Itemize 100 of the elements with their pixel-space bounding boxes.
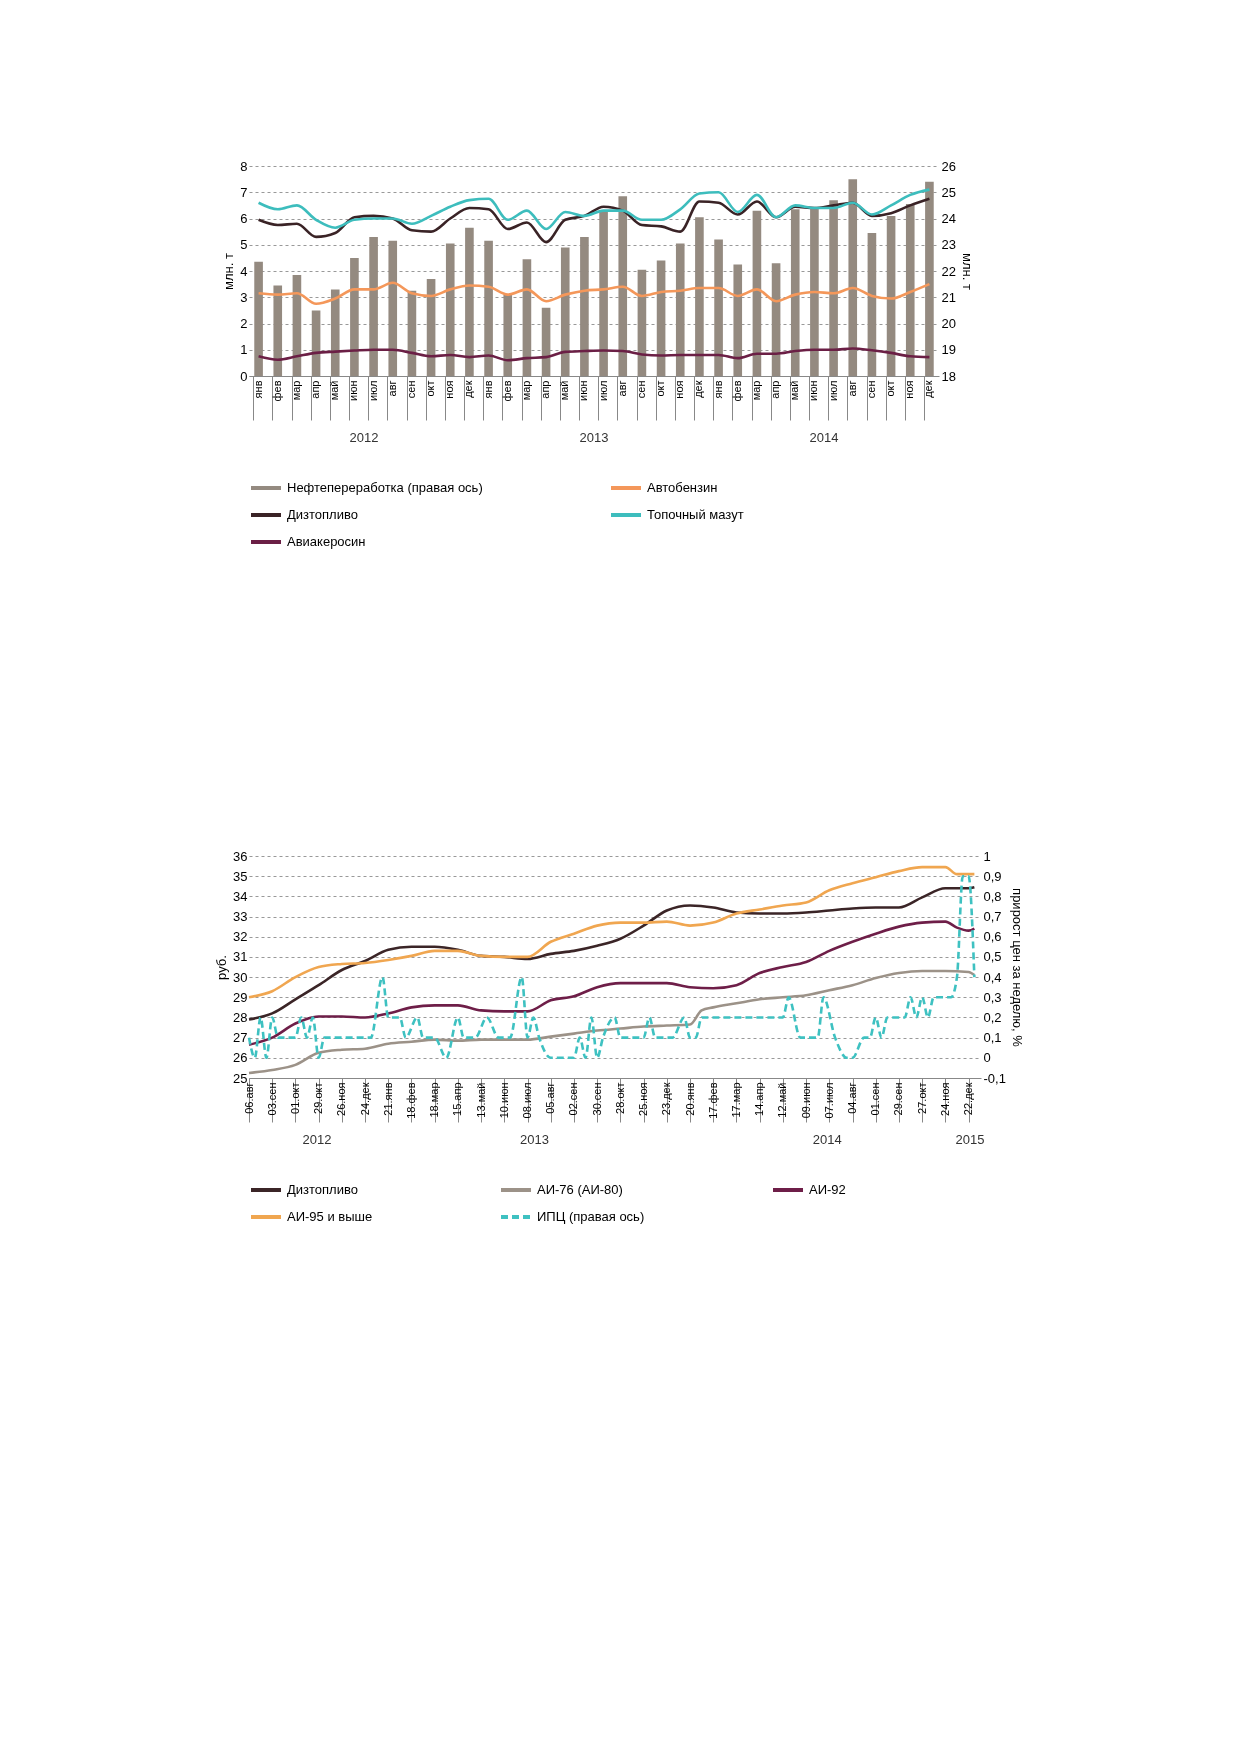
x-tick-label: май	[328, 380, 341, 401]
x-tick-label: июл	[596, 380, 609, 402]
x-tick-label: фев	[730, 380, 743, 402]
y2-tick-label: 0,6	[983, 929, 1002, 945]
x-tick-label: дек	[692, 380, 705, 398]
y2-tick-label: 0,9	[983, 868, 1002, 884]
x-tick-label: 13.май	[474, 1082, 487, 1118]
x-tick-label: авг	[385, 380, 398, 397]
y2-tick-label: 24	[941, 211, 956, 226]
legend-label: АИ-95 и выше	[287, 1209, 373, 1224]
y-tick-label: 32	[233, 929, 248, 945]
y-tick-label: 36	[233, 848, 248, 864]
y2-tick-label: 19	[941, 342, 956, 358]
x-tick-label: 18.фев	[404, 1082, 417, 1119]
y2-tick-label: 0	[983, 1050, 991, 1066]
x-tick-label: дек	[922, 380, 935, 398]
x-tick-label: янв	[711, 380, 724, 399]
y2-tick-label: 0,4	[983, 969, 1002, 985]
x-tick-label: янв	[481, 380, 494, 399]
x-tick-label: 21.янв	[381, 1082, 394, 1116]
x-tick-label: 29.сен	[892, 1082, 905, 1116]
x-tick-label: апр	[769, 380, 782, 399]
y2-tick-label: 25	[941, 184, 956, 200]
y2-axis-title: прирост цен за неделю, %	[1009, 888, 1025, 1048]
x-tick-label: июн	[577, 380, 590, 401]
x-tick-label: ноя	[903, 380, 916, 399]
y-tick-label: 2	[240, 316, 248, 331]
y2-tick-label: 0,1	[983, 1030, 1002, 1046]
x-tick-label: мар	[289, 380, 302, 401]
x-tick-label: 03.сен	[265, 1082, 278, 1116]
legend-label: АИ-76 (АИ-80)	[537, 1182, 623, 1197]
legend-label: Топочный мазут	[647, 507, 744, 522]
x-tick-label: 29.окт	[312, 1082, 325, 1114]
x-tick-label: окт	[424, 380, 437, 397]
y2-tick-label: 20	[941, 316, 956, 331]
x-tick-label: 02.сен	[567, 1082, 580, 1116]
y-tick-label: 6	[240, 211, 248, 226]
legend-label: Авиакеросин	[287, 534, 366, 549]
x-tick-label: янв	[251, 380, 264, 399]
x-tick-label: 01.окт	[288, 1082, 301, 1114]
text: 2013	[520, 1132, 549, 1147]
legend-label: Дизтопливо	[287, 507, 358, 522]
y-tick-label: 29	[233, 989, 248, 1005]
y2-tick-label: 26	[941, 158, 956, 174]
x-tick-label: фев	[500, 380, 513, 402]
y2-tick-label: 0,8	[983, 888, 1002, 904]
legend-label: Дизтопливо	[287, 1182, 358, 1197]
x-tick-label: сен	[864, 380, 877, 399]
y-axis-title: руб.	[214, 955, 230, 980]
x-tick-label: 08.июл	[521, 1082, 534, 1119]
x-tick-label: 05.авг	[544, 1082, 557, 1114]
x-tick-label: ноя	[673, 380, 686, 399]
line-series	[257, 347, 931, 362]
y2-tick-label: -0,1	[983, 1070, 1006, 1086]
x-tick-label: 10.июн	[497, 1082, 510, 1119]
y2-tick-label: 23	[941, 237, 956, 253]
x-tick-label: 24.дек	[358, 1082, 371, 1116]
text: 2015	[955, 1132, 985, 1147]
line-series	[257, 188, 931, 231]
y2-tick-label: 0,2	[983, 1009, 1002, 1025]
x-tick-label: фев	[270, 380, 283, 402]
text: 2012	[349, 430, 379, 445]
line-series	[257, 281, 931, 306]
text: 2014	[809, 430, 839, 445]
y-tick-label: 28	[233, 1009, 248, 1025]
x-tick-label: 22.дек	[962, 1082, 975, 1116]
x-tick-label: 27.окт	[915, 1082, 928, 1114]
y2-tick-label: 22	[941, 263, 956, 279]
x-tick-label: 24.ноя	[938, 1082, 951, 1116]
x-tick-label: 18.мар	[428, 1082, 441, 1118]
x-tick-label: июн	[347, 380, 360, 401]
y-tick-label: 33	[233, 909, 248, 925]
x-tick-label: мар	[519, 380, 532, 401]
x-tick-label: 04.авг	[846, 1082, 859, 1114]
line-series	[247, 874, 976, 1060]
x-tick-label: 25.ноя	[637, 1082, 650, 1116]
y2-tick-label: 0,7	[983, 909, 1002, 925]
text: 2013	[579, 430, 609, 445]
x-tick-label: дек	[462, 380, 475, 398]
x-tick-label: 23.дек	[660, 1082, 673, 1116]
x-tick-label: 12.май	[776, 1082, 789, 1118]
legend-label: ИПЦ (правая ось)	[537, 1209, 645, 1224]
y-axis-title: млн. т	[221, 253, 237, 290]
x-tick-label: сен	[404, 380, 417, 399]
y-tick-label: 26	[233, 1050, 248, 1066]
legend-label: Автобензин	[647, 480, 718, 495]
x-tick-label: апр	[309, 380, 322, 399]
x-tick-label: 09.июн	[799, 1082, 812, 1119]
y2-tick-label: 0,5	[983, 949, 1002, 965]
x-tick-label: июн	[807, 380, 820, 401]
x-tick-label: авг	[845, 380, 858, 397]
x-tick-label: ноя	[443, 380, 456, 399]
line-series	[247, 865, 976, 999]
x-tick-label: 01.сен	[869, 1082, 882, 1116]
x-tick-label: 15.апр	[451, 1082, 464, 1116]
x-tick-label: авг	[615, 380, 628, 397]
y-tick-label: 1	[240, 342, 248, 358]
y-tick-label: 7	[240, 184, 248, 200]
y2-tick-label: 18	[941, 368, 956, 384]
x-tick-label: 07.июл	[822, 1082, 835, 1119]
